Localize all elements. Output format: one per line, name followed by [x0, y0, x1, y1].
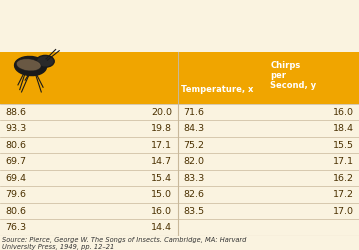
Text: 17.1: 17.1: [333, 157, 354, 166]
Text: 76.3: 76.3: [5, 223, 27, 232]
Text: 69.4: 69.4: [5, 174, 26, 182]
Text: 17.1: 17.1: [151, 140, 172, 149]
Text: 69.7: 69.7: [5, 157, 26, 166]
Text: 14.4: 14.4: [151, 223, 172, 232]
Text: 82.6: 82.6: [183, 190, 204, 199]
Circle shape: [36, 56, 54, 67]
Text: 83.3: 83.3: [183, 174, 204, 182]
Text: 75.2: 75.2: [183, 140, 204, 149]
Bar: [0, 52, 359, 104]
Bar: [0, 137, 359, 153]
Text: 15.5: 15.5: [333, 140, 354, 149]
Ellipse shape: [15, 56, 46, 76]
Bar: [0, 104, 359, 120]
Bar: [0, 52, 178, 104]
Text: Chirps
per
Second, y: Chirps per Second, y: [270, 60, 316, 90]
Bar: [0, 153, 359, 170]
Bar: [0, 203, 359, 219]
Text: 14.7: 14.7: [151, 157, 172, 166]
Text: Temperature, x: Temperature, x: [2, 85, 74, 94]
Text: 15.0: 15.0: [151, 190, 172, 199]
Text: 18.4: 18.4: [333, 124, 354, 133]
Text: 17.0: 17.0: [333, 206, 354, 216]
Ellipse shape: [17, 59, 41, 71]
Text: 79.6: 79.6: [5, 190, 26, 199]
Text: 17.2: 17.2: [333, 190, 354, 199]
Text: 83.5: 83.5: [183, 206, 204, 216]
Text: 93.3: 93.3: [5, 124, 27, 133]
Bar: [0, 219, 359, 236]
Bar: [0, 170, 359, 186]
Bar: [0, 120, 359, 137]
Text: 82.0: 82.0: [183, 157, 204, 166]
Text: 19.8: 19.8: [151, 124, 172, 133]
Text: 88.6: 88.6: [5, 108, 26, 116]
Text: 20.0: 20.0: [151, 108, 172, 116]
Text: 16.2: 16.2: [333, 174, 354, 182]
Text: 71.6: 71.6: [183, 108, 204, 116]
Text: 80.6: 80.6: [5, 206, 26, 216]
Text: Chirps
per
Second, y: Chirps per Second, y: [94, 60, 140, 90]
Text: 84.3: 84.3: [183, 124, 204, 133]
Bar: [0, 186, 359, 203]
Text: 16.0: 16.0: [151, 206, 172, 216]
Text: Temperature, x: Temperature, x: [181, 85, 253, 94]
Text: Source: Pierce, George W. The Songs of Insects. Cambridge, MA: Harvard
Universit: Source: Pierce, George W. The Songs of I…: [2, 237, 246, 250]
Text: 80.6: 80.6: [5, 140, 26, 149]
Text: 15.4: 15.4: [151, 174, 172, 182]
Text: 16.0: 16.0: [333, 108, 354, 116]
